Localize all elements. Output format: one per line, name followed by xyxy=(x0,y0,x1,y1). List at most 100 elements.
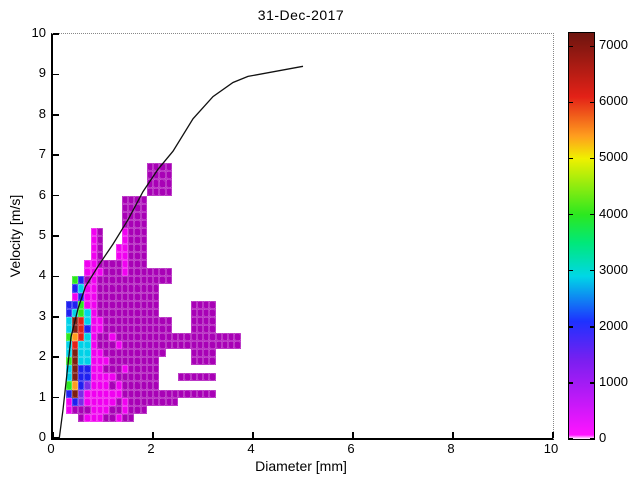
x-tick-label: 4 xyxy=(247,441,255,456)
heatmap-cell xyxy=(71,357,78,366)
heatmap-cell xyxy=(165,163,172,172)
plot-area xyxy=(51,33,554,440)
heatmap-cell xyxy=(109,397,116,406)
heatmap-cell xyxy=(190,308,197,317)
heatmap-cell xyxy=(165,187,172,196)
heatmap-cell xyxy=(203,316,210,325)
heatmap-cell xyxy=(134,276,141,285)
heatmap-cell xyxy=(71,292,78,301)
x-axis-label: Diameter [mm] xyxy=(255,458,347,474)
heatmap-cell xyxy=(128,227,135,236)
y-axis-tick xyxy=(53,275,59,278)
heatmap-cell xyxy=(134,397,141,406)
heatmap-cell xyxy=(146,332,153,342)
heatmap-cell xyxy=(159,397,166,406)
heatmap-cell xyxy=(134,357,141,366)
heatmap-cell xyxy=(96,268,103,277)
heatmap-cells-layer xyxy=(53,34,553,438)
heatmap-cell xyxy=(190,316,197,325)
heatmap-cell xyxy=(128,219,135,228)
heatmap-cell xyxy=(178,373,185,382)
heatmap-cell xyxy=(115,300,122,309)
heatmap-cell xyxy=(171,332,178,342)
heatmap-cell xyxy=(109,365,116,374)
heatmap-cell xyxy=(78,341,85,350)
heatmap-cell xyxy=(140,324,147,333)
heatmap-cell xyxy=(146,365,153,374)
heatmap-cell xyxy=(128,413,135,422)
heatmap-cell xyxy=(115,260,122,269)
heatmap-cell xyxy=(134,341,141,350)
heatmap-cell xyxy=(96,236,103,245)
heatmap-cell xyxy=(134,211,141,220)
heatmap-cell xyxy=(90,341,97,350)
y-axis-tick xyxy=(53,316,59,318)
heatmap-cell xyxy=(128,316,135,325)
heatmap-cell xyxy=(140,236,147,245)
heatmap-cell xyxy=(121,211,128,220)
heatmap-cell xyxy=(90,308,97,317)
heatmap-cell xyxy=(103,397,110,406)
chart-title: 31-Dec-2017 xyxy=(257,7,345,23)
heatmap-cell xyxy=(84,332,91,342)
heatmap-cell xyxy=(90,324,97,333)
heatmap-cell xyxy=(109,260,116,269)
heatmap-cell xyxy=(159,179,166,188)
colorbar-tick xyxy=(590,213,594,216)
heatmap-cell xyxy=(96,292,103,301)
heatmap-cell xyxy=(109,316,116,325)
heatmap-cell xyxy=(121,332,128,342)
heatmap-cell xyxy=(78,276,85,285)
colorbar-tick xyxy=(569,382,573,384)
heatmap-cell xyxy=(203,324,210,333)
heatmap-cell xyxy=(115,341,122,350)
heatmap-cell xyxy=(140,365,147,374)
colorbar-tick-label: 2000 xyxy=(599,317,628,333)
heatmap-cell xyxy=(96,389,103,398)
heatmap-cell xyxy=(128,244,135,253)
heatmap-cell xyxy=(165,397,172,406)
y-axis-tick xyxy=(53,437,59,439)
heatmap-cell xyxy=(90,397,97,406)
x-tick-label: 2 xyxy=(147,441,155,456)
x-axis-tick xyxy=(152,432,154,438)
heatmap-cell xyxy=(84,389,91,398)
heatmap-cell xyxy=(146,349,153,358)
heatmap-cell xyxy=(84,268,91,277)
heatmap-cell xyxy=(146,357,153,366)
heatmap-cell xyxy=(128,292,135,301)
heatmap-cell xyxy=(109,373,116,382)
y-tick-label: 3 xyxy=(38,307,46,323)
heatmap-cell xyxy=(109,389,116,398)
heatmap-cell xyxy=(134,236,141,245)
heatmap-cell xyxy=(78,413,85,422)
colorbar-tick xyxy=(569,45,573,48)
heatmap-cell xyxy=(84,381,91,390)
heatmap-cell xyxy=(159,316,166,325)
heatmap-cell xyxy=(209,300,216,309)
heatmap-cell xyxy=(65,389,72,398)
heatmap-cell xyxy=(146,324,153,333)
heatmap-cell xyxy=(96,373,103,382)
heatmap-cell xyxy=(165,179,172,188)
heatmap-cell xyxy=(153,179,160,188)
heatmap-cell xyxy=(128,365,135,374)
heatmap-cell xyxy=(159,276,166,285)
heatmap-cell xyxy=(134,292,141,301)
heatmap-cell xyxy=(165,341,172,350)
heatmap-cell xyxy=(103,405,110,414)
heatmap-cell xyxy=(140,227,147,236)
heatmap-cell xyxy=(153,316,160,325)
heatmap-cell xyxy=(128,373,135,382)
heatmap-cell xyxy=(165,316,172,325)
heatmap-cell xyxy=(146,179,153,188)
heatmap-cell xyxy=(178,389,185,398)
y-tick-label: 5 xyxy=(38,227,46,242)
heatmap-cell xyxy=(121,203,128,212)
heatmap-cell xyxy=(134,252,141,261)
heatmap-cell xyxy=(103,389,110,398)
heatmap-cell xyxy=(71,341,78,350)
colorbar-tick xyxy=(569,326,573,328)
heatmap-cell xyxy=(190,332,197,342)
